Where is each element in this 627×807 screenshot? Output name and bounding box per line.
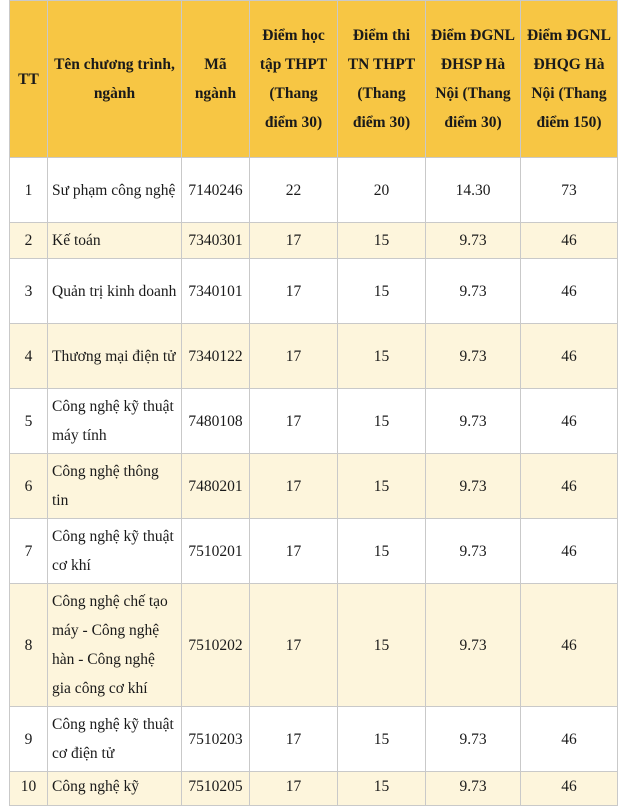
cell-dhsp: 9.73 <box>425 453 521 519</box>
cell-dhsp: 9.73 <box>425 222 521 259</box>
table-row: 5 Công nghệ kỹ thuật máy tính 7480108 17… <box>9 388 618 454</box>
cell-dhqg: 46 <box>520 518 618 584</box>
table-row: 10 Công nghệ kỹ 7510205 17 15 9.73 46 <box>9 771 618 806</box>
cell-dhqg: 46 <box>520 258 618 324</box>
cell-code: 7340122 <box>181 323 250 389</box>
cell-program: Công nghệ thông tin <box>47 453 182 519</box>
cell-code: 7510202 <box>181 583 250 707</box>
cell-dhqg: 46 <box>520 706 618 772</box>
cell-study: 22 <box>249 157 338 223</box>
cell-program: Công nghệ kỹ thuật cơ điện tử <box>47 706 182 772</box>
cell-dhqg: 46 <box>520 771 618 806</box>
cell-study: 17 <box>249 258 338 324</box>
table-row: 4 Thương mại điện tử 7340122 17 15 9.73 … <box>9 323 618 389</box>
cell-dhsp: 9.73 <box>425 258 521 324</box>
table-row: 1 Sư phạm công nghệ 7140246 22 20 14.30 … <box>9 157 618 223</box>
cell-code: 7340301 <box>181 222 250 259</box>
cell-dhsp: 9.73 <box>425 388 521 454</box>
cell-dhqg: 46 <box>520 323 618 389</box>
cell-code: 7510201 <box>181 518 250 584</box>
cell-dhsp: 9.73 <box>425 771 521 806</box>
table-row: 3 Quản trị kinh doanh 7340101 17 15 9.73… <box>9 258 618 324</box>
cell-code: 7140246 <box>181 157 250 223</box>
cell-program: Sư phạm công nghệ <box>47 157 182 223</box>
cell-dhqg: 46 <box>520 453 618 519</box>
header-dhsp: Điểm ĐGNL ĐHSP Hà Nội (Thang điểm 30) <box>425 0 521 158</box>
header-tn-thpt: Điểm thi TN THPT (Thang điểm 30) <box>337 0 426 158</box>
cell-tn: 15 <box>337 453 426 519</box>
table-row: 7 Công nghệ kỹ thuật cơ khí 7510201 17 1… <box>9 518 618 584</box>
cell-study: 17 <box>249 388 338 454</box>
cell-tt: 5 <box>9 388 48 454</box>
header-row: TT Tên chương trình, ngành Mã ngành Điểm… <box>9 0 618 158</box>
cell-tn: 15 <box>337 771 426 806</box>
cell-study: 17 <box>249 323 338 389</box>
cell-code: 7510203 <box>181 706 250 772</box>
admission-scores-table-container: TT Tên chương trình, ngành Mã ngành Điểm… <box>9 0 618 806</box>
cell-code: 7510205 <box>181 771 250 806</box>
cell-code: 7480201 <box>181 453 250 519</box>
cell-dhqg: 46 <box>520 388 618 454</box>
cell-study: 17 <box>249 583 338 707</box>
cell-tt: 2 <box>9 222 48 259</box>
cell-study: 17 <box>249 706 338 772</box>
cell-tn: 15 <box>337 258 426 324</box>
cell-tt: 8 <box>9 583 48 707</box>
cell-tt: 9 <box>9 706 48 772</box>
cell-tt: 4 <box>9 323 48 389</box>
cell-code: 7340101 <box>181 258 250 324</box>
cell-tt: 10 <box>9 771 48 806</box>
cell-dhsp: 9.73 <box>425 323 521 389</box>
cell-study: 17 <box>249 771 338 806</box>
cell-dhsp: 9.73 <box>425 583 521 707</box>
cell-study: 17 <box>249 222 338 259</box>
cell-program: Thương mại điện tử <box>47 323 182 389</box>
cell-dhqg: 46 <box>520 222 618 259</box>
cell-code: 7480108 <box>181 388 250 454</box>
cell-tn: 20 <box>337 157 426 223</box>
cell-tn: 15 <box>337 323 426 389</box>
cell-dhqg: 73 <box>520 157 618 223</box>
cell-study: 17 <box>249 453 338 519</box>
table-row: 9 Công nghệ kỹ thuật cơ điện tử 7510203 … <box>9 706 618 772</box>
cell-dhsp: 9.73 <box>425 706 521 772</box>
cell-tt: 1 <box>9 157 48 223</box>
cell-program: Công nghệ kỹ <box>47 771 182 806</box>
cell-program: Công nghệ kỹ thuật máy tính <box>47 388 182 454</box>
table-row: 8 Công nghệ chế tạo máy - Công nghệ hàn … <box>9 583 618 707</box>
cell-tn: 15 <box>337 706 426 772</box>
cell-dhsp: 9.73 <box>425 518 521 584</box>
cell-program: Công nghệ chế tạo máy - Công nghệ hàn - … <box>47 583 182 707</box>
cell-dhqg: 46 <box>520 583 618 707</box>
cell-tt: 6 <box>9 453 48 519</box>
header-program: Tên chương trình, ngành <box>47 0 182 158</box>
table-row: 6 Công nghệ thông tin 7480201 17 15 9.73… <box>9 453 618 519</box>
cell-tn: 15 <box>337 583 426 707</box>
cell-program: Quản trị kinh doanh <box>47 258 182 324</box>
header-dhqg: Điểm ĐGNL ĐHQG Hà Nội (Thang điểm 150) <box>520 0 618 158</box>
admission-scores-table: TT Tên chương trình, ngành Mã ngành Điểm… <box>9 0 618 806</box>
table-row: 2 Kế toán 7340301 17 15 9.73 46 <box>9 222 618 259</box>
cell-study: 17 <box>249 518 338 584</box>
cell-dhsp: 14.30 <box>425 157 521 223</box>
header-thpt-study: Điểm học tập THPT (Thang điểm 30) <box>249 0 338 158</box>
cell-tt: 7 <box>9 518 48 584</box>
header-code: Mã ngành <box>181 0 250 158</box>
cell-tn: 15 <box>337 388 426 454</box>
cell-program: Kế toán <box>47 222 182 259</box>
cell-tt: 3 <box>9 258 48 324</box>
cell-tn: 15 <box>337 518 426 584</box>
cell-tn: 15 <box>337 222 426 259</box>
header-tt: TT <box>9 0 48 158</box>
cell-program: Công nghệ kỹ thuật cơ khí <box>47 518 182 584</box>
